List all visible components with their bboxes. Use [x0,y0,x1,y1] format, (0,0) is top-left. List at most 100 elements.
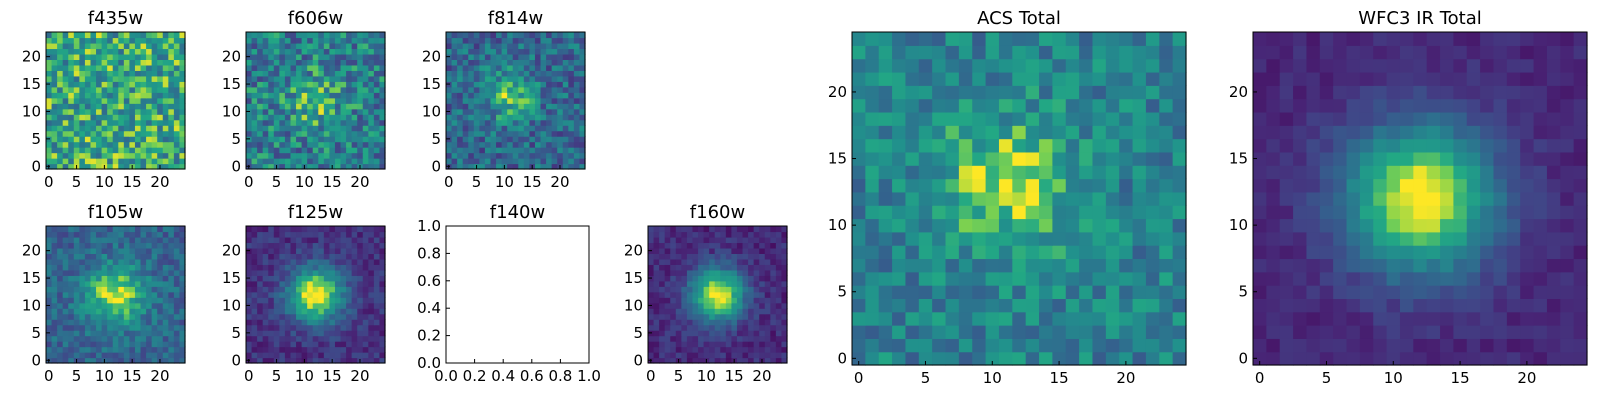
heatmap-cell [742,341,749,348]
heatmap-cell [262,119,269,126]
heatmap-cell [68,242,75,249]
heatmap-cell [573,64,581,71]
heatmap-cell [736,313,744,320]
heatmap-cell [1132,32,1147,46]
heatmap-cell [251,103,258,110]
heatmap-cell [284,86,292,93]
heatmap-cell [268,247,275,254]
heatmap-cell [1359,165,1374,180]
heatmap-cell [84,125,92,132]
heatmap-cell [1480,165,1495,180]
heatmap-cell [1012,58,1027,73]
heatmap-cell [329,226,336,233]
heatmap-cell [368,158,375,165]
heatmap-cell [162,242,169,249]
heatmap-cell [1145,151,1160,166]
heatmap-cell [246,313,253,320]
heatmap-cell [379,97,386,104]
y-tick-label: 0.2 [417,327,441,345]
heatmap-cell [290,242,297,249]
heatmap-cell [562,53,569,60]
heatmap-cell [262,97,269,104]
y-tick-label: 10 [22,102,41,120]
heatmap-cell [123,308,130,315]
heatmap-cell [273,236,280,244]
heatmap-cell [551,125,558,132]
heatmap-cell [284,141,292,148]
heatmap-cell [379,48,386,55]
heatmap-cell [146,64,153,71]
heatmap-cell [892,111,907,126]
heatmap-cell [284,253,292,260]
heatmap-cell [179,103,186,110]
heatmap-cell [1573,165,1588,180]
heatmap-cell [1413,311,1428,326]
heatmap-cell [51,147,58,154]
heatmap-cell [329,302,336,309]
heatmap-cell [62,163,69,170]
heatmap-cell [362,275,369,282]
heatmap-cell [251,357,258,364]
heatmap-cell [675,275,682,282]
heatmap-cell [151,37,158,44]
heatmap-cell [123,75,130,82]
heatmap-cell [62,141,69,148]
heatmap-cell [1266,178,1281,193]
heatmap-cell [123,81,130,88]
heatmap-cell [62,319,69,326]
heatmap-cell [129,275,136,282]
heatmap-cell [1105,98,1120,113]
heatmap-cell [140,231,147,238]
heatmap-cell [162,48,169,55]
heatmap-cell [79,264,86,271]
heatmap-cell [101,242,108,249]
heatmap-cell [865,32,880,46]
heatmap-cell [698,258,705,265]
heatmap-cell [1025,58,1040,73]
heatmap-cell [579,86,586,93]
heatmap-cell [51,119,58,126]
heatmap-cell [529,92,536,99]
heatmap-cell [312,308,319,315]
heatmap-cell [68,136,75,143]
heatmap-cell [346,37,353,44]
heatmap-cell [490,136,497,143]
heatmap-cell [323,346,330,353]
heatmap-cell [1065,151,1080,166]
heatmap-cell [73,226,80,233]
heatmap-cell [379,64,386,71]
heatmap-cell [501,86,508,93]
heatmap-cell [529,59,536,66]
heatmap-cell [507,92,514,99]
heatmap-cell [296,32,303,39]
heatmap-cell [1426,178,1441,193]
heatmap-cell [1319,138,1334,153]
heatmap-cell [557,53,564,60]
heatmap-cell [162,64,169,71]
heatmap-cell [301,313,308,320]
heatmap-cell [73,97,80,104]
heatmap-cell [546,130,553,137]
heatmap-cell [84,275,92,282]
heatmap-cell [648,324,655,331]
heatmap-cell [118,64,125,71]
heatmap-cell [1025,351,1040,366]
heatmap-cell [905,258,920,273]
heatmap-cell [736,319,744,326]
heatmap-cell [329,81,336,88]
heatmap-cell [446,97,453,104]
heatmap-cell [368,64,375,71]
heatmap-cell [268,324,275,331]
heatmap-cell [307,81,314,88]
heatmap-cell [523,92,530,99]
heatmap-cell [284,297,292,304]
heatmap-cell [1159,285,1174,299]
heatmap-cell [1253,218,1267,233]
heatmap-cell [731,302,738,309]
heatmap-cell [162,92,169,99]
heatmap-cell [96,324,103,331]
heatmap-cell [62,97,69,104]
heatmap-cell [107,53,114,60]
heatmap-cell [1573,151,1588,166]
heatmap-cell [173,330,181,337]
